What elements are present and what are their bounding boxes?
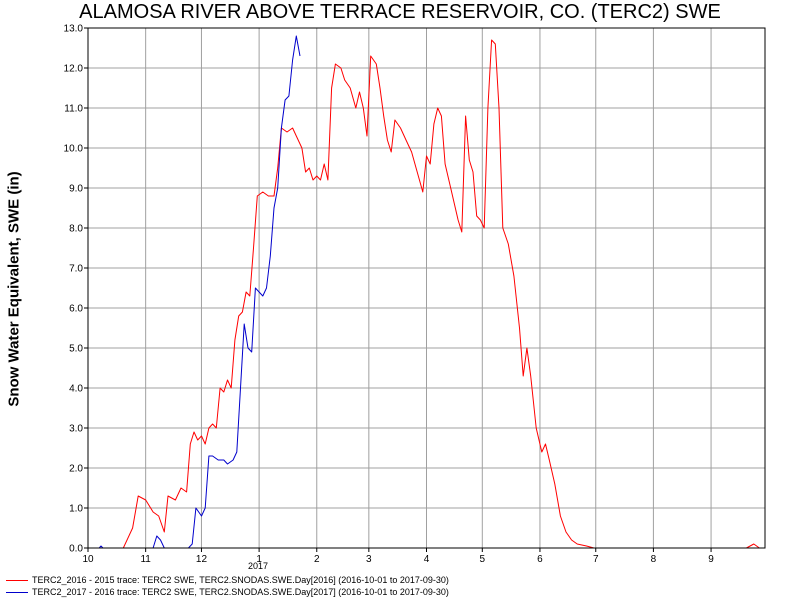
series-2-line	[88, 35, 301, 549]
y-tick-label: 8.0	[69, 224, 83, 235]
x-tick-label: 4	[424, 554, 430, 565]
y-tick-label: 9.0	[69, 184, 83, 195]
x-tick-label: 2	[314, 554, 320, 565]
x-tick-label: 10	[82, 554, 94, 565]
x-tick-label: 9	[708, 554, 714, 565]
y-tick-label: 11.0	[64, 104, 83, 115]
y-tick-label: 12.0	[64, 64, 84, 75]
x-tick-label: 3	[366, 554, 372, 565]
legend-swatch-series-2	[6, 592, 28, 594]
legend-swatch-series-1	[6, 580, 28, 582]
y-axis-ticks: 0.0 1.0 2.0 3.0 4.0 5.0 6.0 7.0 8.0 9.0 10.0 11.0 12…	[64, 24, 88, 555]
y-tick-label: 1.0	[69, 504, 83, 515]
y-tick-label: 5.0	[69, 344, 83, 355]
grid-lines	[88, 28, 765, 548]
chart-title: ALAMOSA RIVER ABOVE TERRACE RESERVOIR, C…	[79, 1, 721, 23]
legend-label-series-2: TERC2_2017 - 2016 trace: TERC2 SWE, TERC…	[32, 587, 449, 597]
legend-entry-series-1: TERC2_2016 - 2015 trace: TERC2 SWE, TERC…	[6, 575, 449, 585]
y-tick-label: 13.0	[64, 24, 84, 35]
x-axis-ticks: 10 11 12 1 2 3 4 5 6 7 8 9	[82, 548, 714, 565]
series-1-line	[88, 39, 760, 549]
x-tick-label: 6	[537, 554, 543, 565]
y-tick-label: 2.0	[69, 464, 83, 475]
x-tick-label: 8	[651, 554, 657, 565]
x-tick-label: 1	[256, 554, 262, 565]
chart-plot: 0.01.02.03.04.05.06.07.08.09.010.011.012…	[64, 24, 766, 571]
y-tick-label: 4.0	[69, 384, 83, 395]
x-tick-label: 5	[480, 554, 486, 565]
x-tick-label: 11	[140, 554, 151, 565]
y-tick-label: 3.0	[69, 424, 83, 435]
x-tick-label: 7	[593, 554, 599, 565]
y-tick-label: 6.0	[69, 304, 83, 315]
y-tick-label: 10.0	[64, 144, 84, 155]
x-tick-label: 12	[196, 554, 208, 565]
legend-label-series-1: TERC2_2016 - 2015 trace: TERC2 SWE, TERC…	[32, 575, 449, 585]
series-lines	[88, 35, 760, 549]
y-tick-label: 7.0	[69, 264, 83, 275]
legend-entry-series-2: TERC2_2017 - 2016 trace: TERC2 SWE, TERC…	[6, 587, 449, 597]
y-tick-label: 0.0	[69, 544, 83, 555]
year-label: 2017	[248, 561, 268, 571]
